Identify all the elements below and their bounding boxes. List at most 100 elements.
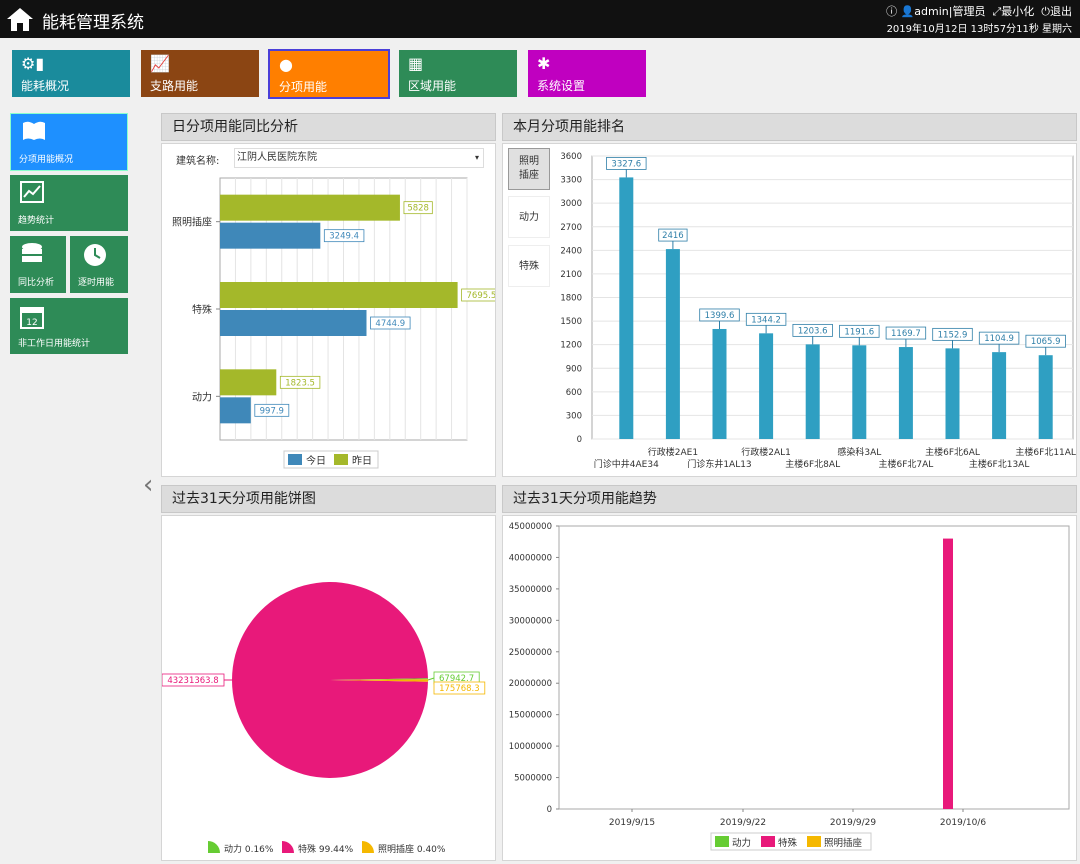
data-label-box (978, 331, 1020, 345)
pie-label-box (162, 673, 225, 687)
trend-chart: 0 5000000 10000000 15000000 20000000 25000000… (509, 522, 1070, 851)
y-tick-label: 2100 (560, 270, 582, 280)
database-icon (22, 243, 42, 262)
legend-label: 动力 (732, 837, 751, 849)
y-tick-label: 15000000 (509, 711, 552, 721)
y-tick-label: 3000 (560, 199, 582, 209)
legend-label: 昨日 (352, 455, 372, 467)
data-label-today-box (370, 316, 411, 330)
trend-icon (20, 181, 44, 203)
sidebar-label: 同比分析 (18, 278, 55, 288)
pie-slice-2 (330, 679, 429, 682)
rank-bar (712, 328, 727, 439)
trend-panel: 0 5000000 10000000 15000000 20000000 25000000… (502, 515, 1077, 861)
rank-bar (898, 347, 913, 439)
pie-panel-title: 过去31天分项用能饼图 (161, 485, 496, 513)
data-label: 1203.6 (798, 326, 828, 336)
datetime: 2019年10月12日 13时57分11秒 星期六 (886, 24, 1072, 35)
book-icon (23, 121, 45, 140)
y-tick-label: 30000000 (509, 616, 552, 626)
energy-icon: ⚙▮ (21, 54, 45, 73)
top-bar: 能耗管理系统 ⓘ 👤admin|管理员 ⤢最小化 ⏻退出 2019年10月12日… (0, 0, 1080, 38)
tab-special[interactable]: 特殊 (508, 245, 550, 287)
legend-swatch (807, 836, 821, 847)
nav-subitem[interactable]: ● 分项用能 (268, 49, 390, 99)
legend-swatch (715, 836, 729, 847)
data-label-yesterday-box (403, 201, 433, 215)
clock-icon (84, 244, 106, 266)
data-label-box (745, 312, 787, 326)
home-icon[interactable] (6, 6, 34, 32)
sidebar-item-trend[interactable]: 趋势统计 (10, 175, 128, 231)
pie-panel: 43231363.8 67942.7 175768.3 动力 0.16% 特殊 99.4… (161, 515, 496, 861)
sidebar-item-nonworkday[interactable]: 12 非工作日用能统计 (10, 298, 128, 354)
user-bar: ⓘ 👤admin|管理员 ⤢最小化 ⏻退出 (886, 3, 1072, 19)
label-leader (427, 677, 435, 681)
data-label: 1344.2 (751, 315, 781, 325)
data-label-box (1025, 334, 1066, 348)
building-label: 建筑名称: (176, 156, 220, 167)
sidebar-item-compare[interactable]: 同比分析 (10, 236, 66, 293)
category-label: 动力 (192, 390, 212, 403)
y-tick-label: 10000000 (509, 742, 552, 752)
nav-settings[interactable]: ✱ 系统设置 (528, 50, 646, 97)
collapse-arrow-icon[interactable]: ‹ (143, 470, 154, 500)
ranking-panel: 照明 插座 动力 特殊 0 300 600 900 1200 1500 1800 2100 24… (502, 143, 1077, 477)
legend-box (283, 450, 379, 469)
nav-branch[interactable]: 📈 支路用能 (141, 50, 259, 97)
tab-lighting[interactable]: 照明 插座 (508, 148, 550, 190)
y-tick-label: 1200 (560, 341, 582, 351)
minimize-icon: ⤢ (992, 5, 1002, 18)
y-tick-label: 45000000 (509, 522, 552, 532)
x-tick-label: 2019/10/6 (940, 818, 986, 828)
logout-button[interactable]: 退出 (1050, 5, 1072, 18)
sidebar-label: 逐时用能 (78, 278, 115, 288)
y-tick-label: 1800 (560, 294, 582, 304)
tab-power[interactable]: 动力 (508, 196, 550, 238)
data-label-box (932, 327, 973, 341)
nav-label: 支路用能 (150, 79, 199, 93)
nav-area[interactable]: ▦ 区域用能 (399, 50, 517, 97)
trend-bar-special (943, 538, 953, 809)
sidebar-item-overview[interactable]: 分项用能概况 (10, 113, 128, 171)
bar-yesterday (220, 282, 458, 308)
legend-swatch (362, 841, 374, 853)
y-tick-label: 20000000 (509, 679, 552, 689)
building-select[interactable]: 江阴人民医院东院 ▾ (234, 148, 484, 168)
data-label: 1065.9 (1031, 337, 1061, 347)
legend-swatch (334, 454, 348, 465)
user-name[interactable]: admin|管理员 (914, 5, 986, 18)
sidebar-item-hourly[interactable]: 逐时用能 (70, 236, 128, 293)
bar-yesterday (220, 369, 277, 396)
y-tick-label: 1500 (560, 317, 582, 327)
x-tick-label: 主楼6F北8AL (785, 458, 840, 470)
rank-bar (619, 177, 634, 439)
bar-yesterday (220, 194, 400, 221)
bar-today (220, 397, 251, 424)
x-tick-label: 行政楼2AE1 (648, 446, 698, 458)
data-label-today: 997.9 (260, 406, 284, 416)
info-icon[interactable]: ⓘ (886, 5, 898, 18)
category-label: 照明插座 (172, 216, 212, 229)
y-tick-label: 25000000 (509, 648, 552, 658)
nav-label: 能耗概况 (21, 79, 70, 93)
sidebar-label: 分项用能概况 (19, 155, 74, 165)
category-label: 特殊 (192, 303, 212, 316)
data-label: 3327.6 (611, 159, 641, 169)
pie-label: 43231363.8 (167, 676, 218, 686)
power-icon: ⏻ (1041, 5, 1050, 18)
y-tick-label: 0 (547, 805, 552, 815)
y-tick-label: 3600 (560, 152, 582, 162)
pie-label: 175768.3 (439, 684, 480, 694)
daily-panel-title: 日分项用能同比分析 (161, 113, 496, 141)
nav-energy-overview[interactable]: ⚙▮ 能耗概况 (12, 50, 130, 97)
sidebar-label: 非工作日用能统计 (18, 339, 91, 349)
x-tick-label: 感染科3AL (837, 446, 881, 458)
rank-bar (805, 344, 820, 439)
data-label-box (885, 326, 927, 340)
x-tick-label: 门诊东井1AL13 (687, 458, 751, 470)
legend-box (710, 832, 872, 851)
minimize-button[interactable]: 最小化 (1001, 5, 1035, 18)
bar-today (220, 222, 321, 249)
